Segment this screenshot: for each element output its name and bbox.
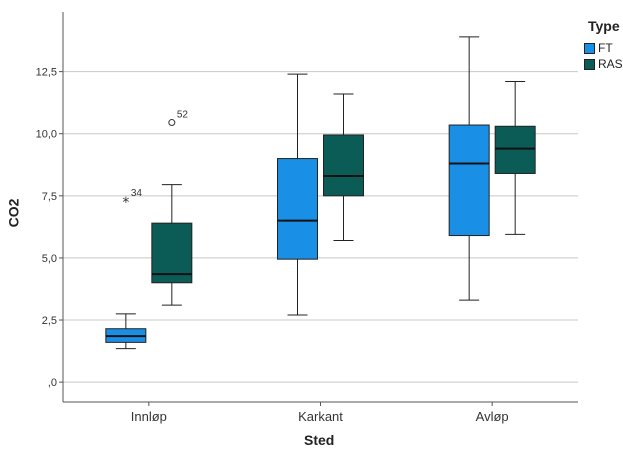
outlier-circle bbox=[168, 119, 176, 127]
x-tick-label: Karkant bbox=[298, 409, 343, 424]
box-ft bbox=[277, 158, 318, 260]
y-tick-label: 12,5 bbox=[36, 67, 57, 79]
outlier-label: 34 bbox=[131, 188, 143, 199]
y-tick-label: 7,5 bbox=[42, 191, 57, 203]
legend-swatch-ft bbox=[584, 42, 595, 54]
legend-label-ft: FT bbox=[598, 41, 613, 55]
outlier-label: 52 bbox=[177, 110, 189, 121]
box-ras bbox=[494, 125, 536, 174]
legend-item-ras: RAS bbox=[584, 57, 623, 71]
y-tick-label: 2,5 bbox=[42, 315, 57, 327]
box-ras bbox=[323, 134, 364, 197]
x-tick-label: Innløp bbox=[131, 409, 167, 424]
box-ras bbox=[151, 222, 193, 284]
box-ft bbox=[448, 124, 490, 237]
y-axis-title: CO2 bbox=[5, 198, 22, 228]
x-tick-label: Avløp bbox=[476, 409, 509, 424]
y-tick-label: 5,0 bbox=[42, 253, 57, 265]
y-tick-label: ,0 bbox=[48, 377, 57, 389]
outlier-star: * bbox=[122, 195, 129, 211]
x-axis-title: Sted bbox=[304, 432, 335, 448]
legend-swatch-ras bbox=[584, 58, 595, 70]
legend-item-ft: FT bbox=[584, 41, 613, 55]
legend-label-ras: RAS bbox=[598, 57, 623, 71]
legend-title: Type bbox=[588, 18, 620, 34]
y-tick-label: 10,0 bbox=[36, 129, 57, 141]
